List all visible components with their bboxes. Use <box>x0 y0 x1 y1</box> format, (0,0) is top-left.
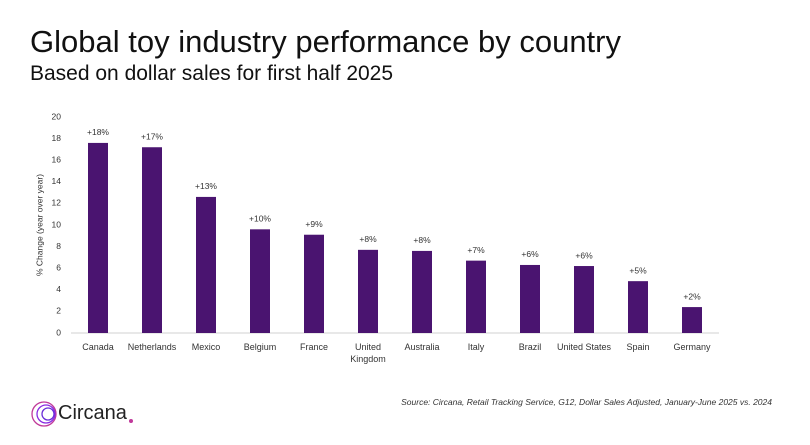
y-tick-label: 0 <box>56 327 61 337</box>
bar <box>142 147 162 333</box>
y-tick-label: 2 <box>56 306 61 316</box>
bar <box>682 307 702 333</box>
data-label: +10% <box>249 214 271 224</box>
bar <box>628 281 648 333</box>
chart-title: Global toy industry performance by count… <box>30 24 621 59</box>
data-label: +7% <box>467 245 485 255</box>
y-tick-label: 6 <box>56 262 61 272</box>
x-tick-label: Netherlands <box>127 342 177 352</box>
data-label: +9% <box>305 219 323 229</box>
logo-icon <box>31 401 57 427</box>
y-tick-label: 12 <box>52 198 62 208</box>
y-tick-label: 20 <box>52 111 62 121</box>
data-label: +8% <box>359 234 377 244</box>
y-tick-label: 4 <box>56 284 61 294</box>
y-tick-label: 16 <box>52 154 62 164</box>
x-tick-label: Spain <box>626 342 650 352</box>
y-tick-label: 14 <box>52 176 62 186</box>
x-tick-label: United Kingdom <box>350 342 386 364</box>
x-tick-label: Mexico <box>191 342 221 352</box>
y-tick-label: 18 <box>52 133 62 143</box>
bar <box>358 249 378 333</box>
bar <box>412 250 432 333</box>
y-axis-title: % Change (year over year) <box>34 174 44 276</box>
bar <box>250 229 270 333</box>
data-label: +5% <box>629 265 647 275</box>
bar <box>304 234 324 333</box>
data-label: +8% <box>413 235 431 245</box>
y-tick-label: 8 <box>56 241 61 251</box>
x-tick-label: Canada <box>82 342 114 352</box>
data-label: +13% <box>195 181 217 191</box>
bar <box>520 264 540 333</box>
source-note: Source: Circana, Retail Tracking Service… <box>401 397 772 407</box>
x-tick-label: Australia <box>404 342 440 352</box>
bar <box>574 266 594 333</box>
logo-dot <box>129 419 133 423</box>
y-tick-label: 10 <box>52 219 62 229</box>
x-tick-label: Belgium <box>243 342 277 352</box>
x-tick-label: Germany <box>673 342 711 352</box>
data-label: +6% <box>521 249 539 259</box>
bar <box>196 196 216 333</box>
chart-subtitle: Based on dollar sales for first half 202… <box>30 62 394 85</box>
data-label: +18% <box>87 127 109 137</box>
logo-text: Circana <box>58 402 127 424</box>
data-label: +2% <box>683 291 701 301</box>
x-tick-label: Brazil <box>518 342 542 352</box>
data-label: +17% <box>141 131 163 141</box>
x-tick-label: Italy <box>467 342 485 352</box>
bar <box>88 142 108 333</box>
data-label: +6% <box>575 250 593 260</box>
x-tick-label: United States <box>556 342 612 352</box>
bar <box>466 260 486 333</box>
x-tick-label: France <box>299 342 328 352</box>
